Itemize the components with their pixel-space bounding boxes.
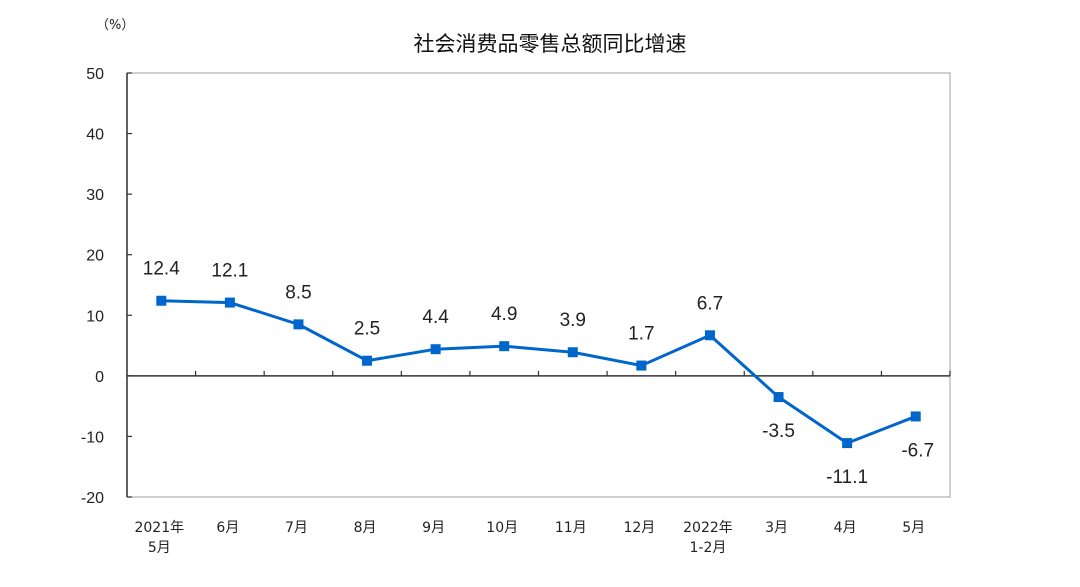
data-point-marker xyxy=(636,360,647,371)
data-label: -11.1 xyxy=(826,467,868,488)
y-tick-label: -10 xyxy=(81,429,104,446)
data-point-marker xyxy=(224,297,235,308)
y-tick-label: 10 xyxy=(86,308,104,325)
x-tick-label: 2022年 1-2月 xyxy=(683,520,733,556)
series-line xyxy=(161,299,917,445)
chart-title: 社会消费品零售总额同比增速 xyxy=(413,32,687,56)
y-tick-label: 20 xyxy=(86,248,104,265)
data-point-marker xyxy=(293,319,304,330)
data-series xyxy=(156,295,921,449)
data-label: 8.5 xyxy=(285,282,311,303)
data-label: -3.5 xyxy=(762,421,795,442)
x-tick-label: 12月 xyxy=(623,520,655,536)
data-label: 4.9 xyxy=(491,304,517,325)
x-tick-label: 10月 xyxy=(486,520,518,536)
x-tick-label: 9月 xyxy=(422,520,445,536)
y-tick-label: 40 xyxy=(86,127,104,144)
data-label: 2.5 xyxy=(354,319,380,340)
data-label: 12.1 xyxy=(211,261,248,282)
data-point-marker xyxy=(773,392,784,403)
data-label: 4.4 xyxy=(422,307,449,328)
data-point-marker xyxy=(704,330,715,341)
data-label: 1.7 xyxy=(628,324,654,345)
y-tick-label: 50 xyxy=(86,66,104,83)
y-axis: 50 40 30 20 10 0 -10 -20 xyxy=(81,66,132,507)
y-tick-label: 30 xyxy=(86,187,104,204)
data-point-marker xyxy=(362,355,373,366)
x-tick-label: 7月 xyxy=(285,520,308,536)
x-tick-label: 11月 xyxy=(555,520,587,536)
data-label: -6.7 xyxy=(901,440,934,461)
y-axis-unit: （%） xyxy=(96,18,135,33)
plot-border xyxy=(126,72,951,498)
data-point-marker xyxy=(499,341,510,352)
data-label: 3.9 xyxy=(560,310,586,331)
y-tick-label: -20 xyxy=(81,490,104,507)
x-tick-label: 2021年 5月 xyxy=(134,520,184,556)
x-tick-label: 5月 xyxy=(902,520,925,536)
data-labels: 12.4 12.1 8.5 2.5 4.4 4.9 3.9 1.7 6.7 -3.5 -11.1 -6… xyxy=(143,259,934,488)
data-point-marker xyxy=(842,438,853,449)
data-point-marker xyxy=(156,295,167,306)
data-label: 12.4 xyxy=(143,259,180,280)
x-tick-label: 8月 xyxy=(354,520,377,536)
y-tick-label: 0 xyxy=(95,369,104,386)
x-tick-label: 4月 xyxy=(834,520,857,536)
data-label: 6.7 xyxy=(697,293,723,314)
data-point-marker xyxy=(910,411,921,422)
x-tick-label: 3月 xyxy=(765,520,788,536)
x-tick-label: 6月 xyxy=(216,520,239,536)
data-point-marker xyxy=(430,344,441,355)
plot-frame xyxy=(126,72,951,498)
data-point-marker xyxy=(567,347,578,358)
x-axis: 2021年 5月 6月 7月 8月 9月 10月 11月 12月 2022年 1-2月 3月 4月 5月 xyxy=(127,370,951,556)
